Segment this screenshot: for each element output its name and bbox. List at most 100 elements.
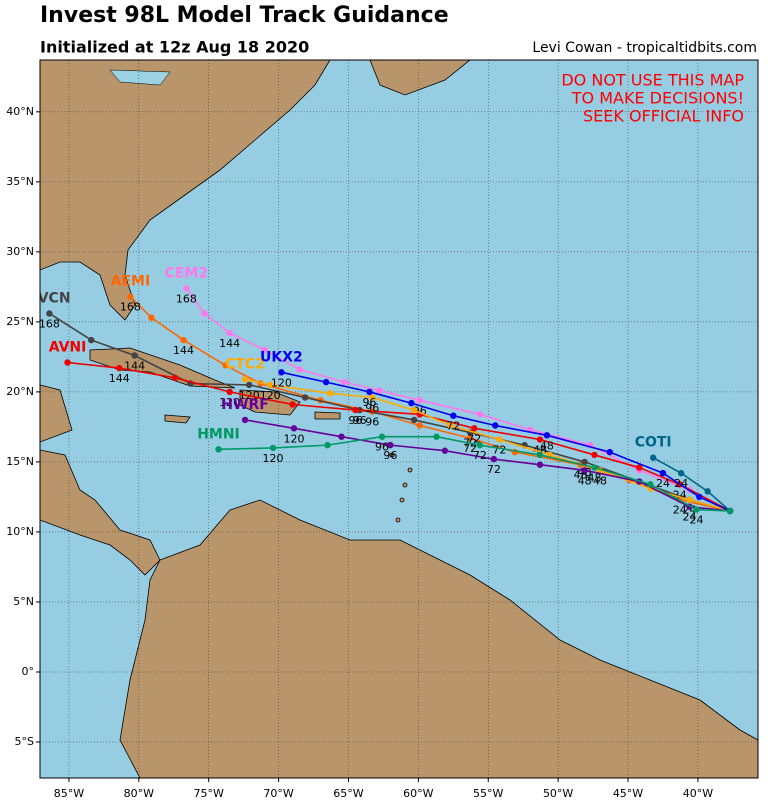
warning: SEEK OFFICIAL INFO: [583, 107, 744, 126]
track-point: [290, 425, 298, 432]
hour-label: 72: [467, 432, 481, 445]
track-point: [659, 469, 667, 477]
track-point: [366, 388, 373, 396]
track-point: [116, 364, 123, 372]
track-point: [543, 432, 551, 439]
track-point: [127, 293, 134, 300]
track-point: [496, 436, 503, 443]
hour-label: 72: [463, 442, 477, 455]
hour-label: 120: [260, 389, 281, 402]
track-line: [185, 287, 731, 512]
y-tick-label: 25°N: [6, 315, 34, 328]
hour-label: 96: [365, 416, 379, 429]
track-point: [416, 397, 423, 404]
hour-label: 72: [492, 444, 506, 457]
hour-label: 24: [683, 511, 697, 524]
y-tick-label: 10°N: [6, 525, 34, 538]
track-point: [327, 390, 334, 397]
hour-label: 144: [173, 344, 194, 357]
hour-label: 144: [219, 337, 240, 350]
hour-label: 48: [578, 474, 592, 487]
x-tick-label: 60°W: [403, 787, 433, 800]
track-point: [267, 381, 274, 389]
track-point: [180, 336, 187, 344]
hour-label: 48: [587, 472, 601, 485]
track-point: [447, 422, 454, 429]
hour-label: 24: [674, 477, 688, 490]
hour-label: 96: [375, 441, 389, 454]
track-point: [171, 374, 179, 382]
track-point: [183, 285, 190, 292]
track-point: [696, 493, 703, 501]
track-point: [131, 352, 138, 359]
x-tick-label: 80°W: [124, 787, 154, 800]
track-point: [471, 425, 478, 432]
track-point: [222, 362, 229, 369]
track-point: [278, 369, 285, 376]
y-tick-label: 0°: [22, 665, 35, 678]
track-point: [296, 366, 303, 373]
hour-label: 168: [120, 301, 141, 314]
track-point: [301, 394, 309, 401]
x-tick-label: 85°W: [54, 787, 84, 800]
track-name: AEMI: [111, 274, 151, 290]
track-point: [536, 461, 544, 468]
x-tick-label: 75°W: [194, 787, 224, 800]
track-point: [450, 412, 457, 419]
track-point: [591, 451, 598, 459]
track-point: [693, 506, 700, 513]
track-point: [341, 378, 348, 386]
hour-label: 120: [283, 432, 304, 445]
track-point: [726, 507, 734, 515]
track-point: [490, 455, 498, 463]
hour-label: 96: [353, 414, 367, 427]
track-name: HWRF: [221, 397, 269, 413]
hour-label: 48: [540, 439, 554, 452]
warning: DO NOT USE THIS MAP: [561, 71, 744, 90]
track-point: [581, 467, 588, 474]
track-point: [376, 387, 383, 394]
track-point: [410, 406, 418, 414]
track-point: [226, 329, 233, 337]
track-point: [441, 447, 449, 454]
track-point: [466, 434, 474, 442]
track-point: [201, 310, 208, 317]
track-name: TVCN: [28, 290, 70, 306]
track-point: [476, 441, 484, 449]
track-point: [88, 336, 95, 344]
track-point: [416, 422, 423, 429]
hour-label: 144: [109, 372, 130, 385]
track-point: [64, 359, 71, 366]
track-point: [352, 406, 359, 414]
hour-label: 72: [473, 449, 487, 462]
track-point: [649, 454, 657, 461]
hour-label: 48: [593, 474, 607, 487]
track-point: [476, 411, 484, 418]
hour-label: 72: [446, 420, 460, 433]
track-point: [591, 464, 598, 471]
track-name: COTI: [635, 435, 672, 451]
track-point: [410, 416, 418, 424]
y-tick-label: 30°N: [6, 245, 34, 258]
y-tick-label: 20°N: [6, 385, 34, 398]
x-tick-label: 65°W: [333, 787, 363, 800]
hour-label: 72: [487, 463, 501, 476]
track-point: [606, 448, 614, 456]
track-point: [677, 469, 685, 477]
hour-label: 120: [262, 452, 283, 465]
track-name: AVNI: [49, 339, 87, 355]
track-point: [369, 394, 376, 401]
track-point: [322, 378, 330, 386]
track-point: [433, 433, 440, 440]
subtitle: Initialized at 12z Aug 18 2020: [40, 38, 309, 57]
track-point: [246, 381, 253, 389]
track-point: [261, 346, 268, 354]
track-point: [378, 433, 386, 440]
hour-label: 96: [348, 414, 362, 427]
track-name: HMNI: [197, 426, 240, 442]
map-frame: [39, 59, 759, 779]
track-name: CTC2: [225, 356, 265, 372]
track-point: [148, 314, 155, 321]
track-point: [338, 433, 345, 440]
